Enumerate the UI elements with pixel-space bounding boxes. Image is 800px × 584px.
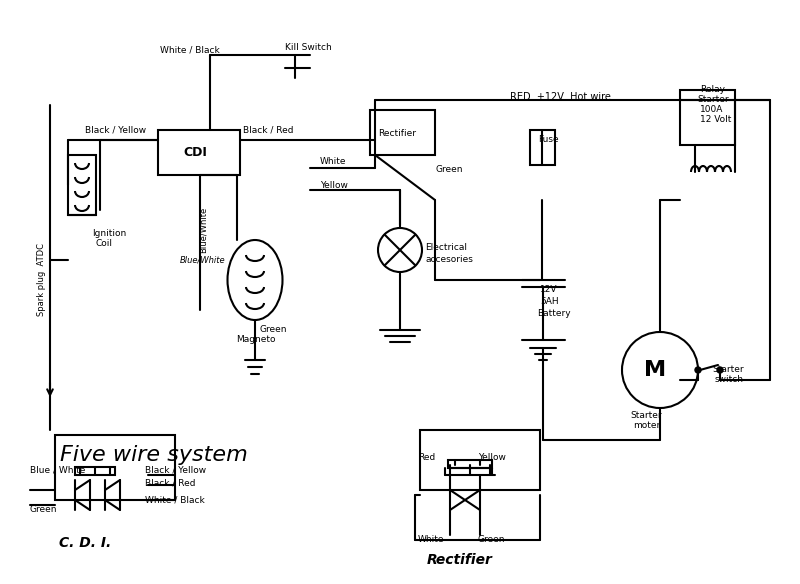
Text: 12V: 12V (540, 286, 558, 294)
Text: Starter: Starter (630, 411, 662, 419)
Text: Blue/White: Blue/White (198, 207, 207, 253)
Bar (68, 155, 96, 215)
Text: White / Black: White / Black (160, 46, 220, 54)
Bar (420, 430, 540, 490)
Text: White / Black: White / Black (145, 495, 205, 505)
Text: Blue/White: Blue/White (180, 256, 226, 265)
Text: 12 Volt: 12 Volt (700, 116, 731, 124)
Text: Rectifier: Rectifier (378, 128, 416, 137)
Bar (370, 110, 435, 155)
Text: M: M (644, 360, 666, 380)
Text: moter: moter (633, 420, 660, 429)
Text: Rectifier: Rectifier (427, 553, 493, 567)
Text: Green: Green (478, 536, 506, 544)
Text: Ignition: Ignition (92, 228, 126, 238)
Text: accesories: accesories (425, 256, 473, 265)
Text: Battery: Battery (537, 310, 570, 318)
Text: Kill Switch: Kill Switch (285, 43, 332, 51)
Text: Magneto: Magneto (236, 335, 275, 345)
Text: White: White (418, 536, 445, 544)
Bar (158, 130, 240, 175)
Text: Electrical: Electrical (425, 244, 467, 252)
Text: Spark plug  ATDC: Spark plug ATDC (38, 244, 46, 317)
Text: Red: Red (418, 454, 435, 463)
Text: 5AH: 5AH (540, 297, 558, 307)
Text: Five wire system: Five wire system (60, 445, 248, 465)
Text: Black / Yellow: Black / Yellow (145, 465, 206, 474)
Text: Green: Green (436, 165, 463, 175)
Text: Black / Yellow: Black / Yellow (85, 126, 146, 134)
Text: Fuse: Fuse (538, 135, 558, 144)
Bar (448, 460, 492, 468)
Text: Starter: Starter (712, 366, 744, 374)
Text: Green: Green (260, 325, 287, 335)
Text: White: White (320, 158, 346, 166)
Bar (75, 467, 115, 475)
Text: RED  +12V  Hot wire: RED +12V Hot wire (510, 92, 611, 102)
Text: Black / Red: Black / Red (243, 126, 294, 134)
Text: CDI: CDI (183, 147, 207, 159)
Text: Relay: Relay (700, 85, 725, 95)
Text: Coil: Coil (96, 239, 113, 249)
Bar (55, 435, 175, 500)
Text: C. D. I.: C. D. I. (59, 536, 111, 550)
Text: Blue / White: Blue / White (30, 465, 86, 474)
Text: Yellow: Yellow (478, 454, 506, 463)
Text: 100A: 100A (700, 106, 723, 114)
Bar (680, 90, 735, 145)
Text: Black / Red: Black / Red (145, 478, 195, 488)
Text: switch: switch (715, 376, 744, 384)
Circle shape (717, 367, 723, 373)
Bar (530, 130, 555, 165)
Circle shape (695, 367, 701, 373)
Text: Green: Green (30, 506, 58, 515)
Text: Starter: Starter (697, 96, 729, 105)
Text: Yellow: Yellow (320, 180, 348, 189)
